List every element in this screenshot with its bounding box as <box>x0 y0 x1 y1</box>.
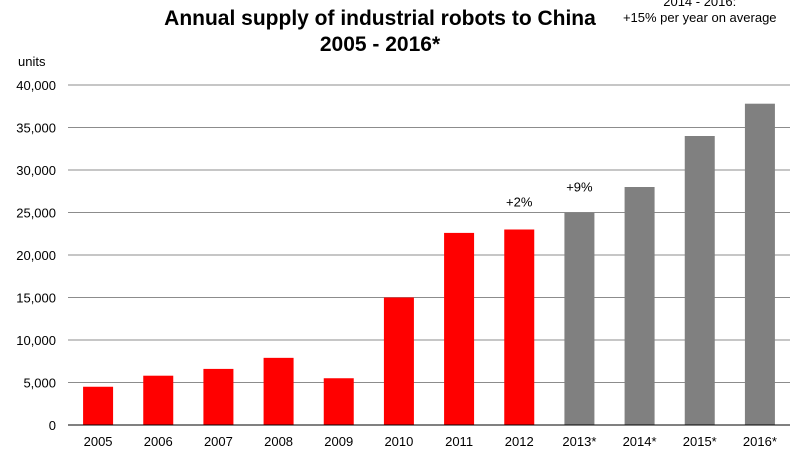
x-tick-label: 2011 <box>445 434 473 449</box>
y-tick-label: 10,000 <box>16 333 56 348</box>
y-tick-label: 25,000 <box>16 206 56 221</box>
annotation-label: 2014 - 2016: <box>663 0 736 9</box>
y-tick-label: 35,000 <box>16 121 56 136</box>
gridlines <box>68 84 790 383</box>
annotation-background <box>502 193 537 211</box>
x-tick-label: 2015* <box>683 434 717 449</box>
annotation-background <box>618 9 781 26</box>
x-tick-label: 2010 <box>384 434 413 449</box>
bar <box>744 103 775 425</box>
bar <box>83 386 114 425</box>
annotation-background <box>562 178 598 196</box>
annotation-background <box>659 0 741 10</box>
bar <box>444 232 475 425</box>
bars <box>83 103 775 425</box>
annotation-label: +9% <box>566 180 593 195</box>
y-tick-label: 0 <box>49 418 56 433</box>
y-tick-label: 20,000 <box>16 248 56 263</box>
bar <box>564 212 595 425</box>
bar <box>684 136 715 425</box>
bar <box>203 368 234 425</box>
annotation-label: +2% <box>506 195 533 210</box>
bar <box>323 378 354 425</box>
x-tick-label: 2008 <box>264 434 293 449</box>
bar <box>383 297 414 425</box>
x-tick-label: 2007 <box>204 434 233 449</box>
bar <box>504 229 535 425</box>
x-tick-label: 2014* <box>623 434 657 449</box>
annotation-label: +15% per year on average <box>623 10 777 25</box>
x-tick-label: 2005 <box>84 434 113 449</box>
x-tick-label: 2009 <box>324 434 353 449</box>
bar <box>263 357 294 425</box>
x-axis-ticks: 2005 2006 2007 2008 2009 2010 2011 2012 2013* 201… <box>84 434 777 449</box>
y-tick-label: 5,000 <box>23 376 56 391</box>
x-tick-label: 2012 <box>505 434 534 449</box>
y-axis-ticks: 0 5,000 10,000 15,000 20,000 25,000 30,000 35,0… <box>16 78 56 433</box>
annotations: +2% +9% 2014 - 2016:+15% per year on avera… <box>502 0 781 211</box>
x-tick-label: 2013* <box>562 434 596 449</box>
y-tick-label: 40,000 <box>16 78 56 93</box>
y-tick-label: 30,000 <box>16 163 56 178</box>
chart-subtitle: 2005 - 2016* <box>320 33 441 56</box>
y-axis-label: units <box>18 54 46 69</box>
chart-title: Annual supply of industrial robots to Ch… <box>164 7 596 30</box>
bar <box>143 375 174 425</box>
x-tick-label: 2016* <box>743 434 777 449</box>
y-tick-label: 15,000 <box>16 291 56 306</box>
bar <box>624 187 655 425</box>
x-tick-label: 2006 <box>144 434 173 449</box>
